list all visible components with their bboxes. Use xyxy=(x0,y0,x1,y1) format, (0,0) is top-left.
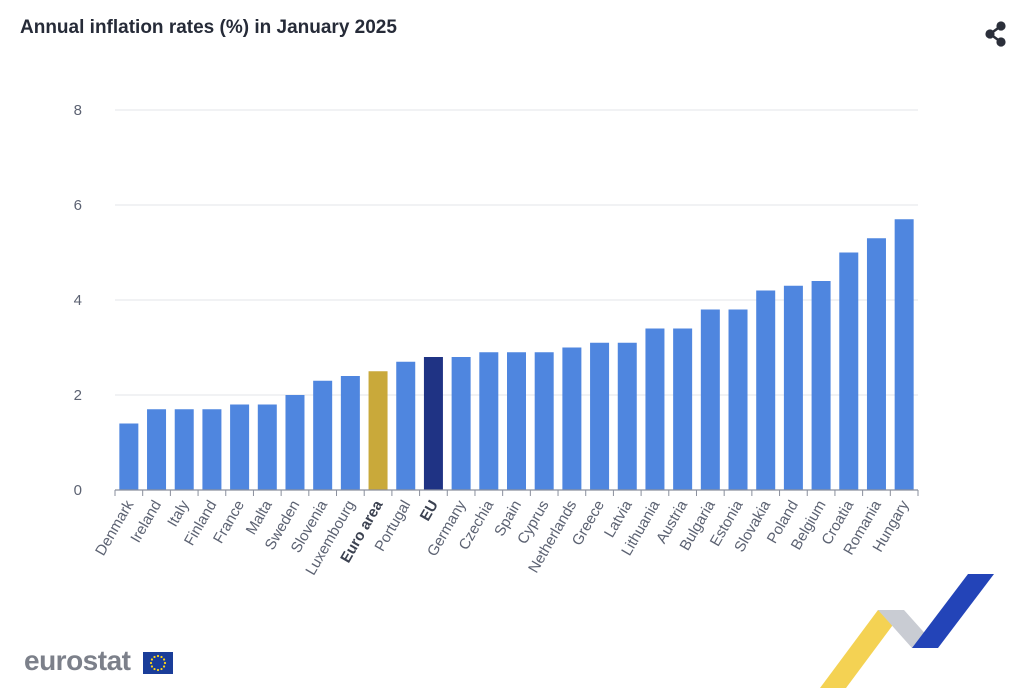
bar xyxy=(811,281,831,490)
eu-flag-icon xyxy=(143,652,173,679)
bar xyxy=(313,380,333,490)
bar xyxy=(257,404,277,490)
eurostat-logo: eurostat xyxy=(24,645,131,676)
bar xyxy=(534,352,554,490)
bar xyxy=(700,309,720,490)
chart-title: Annual inflation rates (%) in January 20… xyxy=(20,17,397,38)
y-tick-label: 2 xyxy=(74,387,82,404)
bar xyxy=(562,347,582,490)
y-tick-label: 6 xyxy=(74,197,82,214)
y-tick-label: 0 xyxy=(74,482,82,499)
x-category-label: EU xyxy=(417,498,442,525)
bar xyxy=(645,328,665,490)
x-category-label: Denmark xyxy=(92,497,137,559)
bar xyxy=(368,371,388,490)
bar xyxy=(230,404,250,490)
bar xyxy=(673,328,693,490)
bar xyxy=(340,376,360,490)
decorative-chevron-graphic xyxy=(800,570,1000,695)
bar xyxy=(617,342,637,490)
y-tick-label: 8 xyxy=(74,102,82,119)
bar xyxy=(728,309,748,490)
bar xyxy=(451,357,471,490)
y-tick-label: 4 xyxy=(74,292,82,309)
bar xyxy=(590,342,610,490)
bar xyxy=(783,285,803,490)
bar xyxy=(147,409,167,490)
bar xyxy=(423,357,443,490)
bar xyxy=(866,238,886,490)
bar xyxy=(174,409,194,490)
bar xyxy=(839,252,859,490)
x-category-label: Italy xyxy=(164,497,193,530)
bar xyxy=(396,361,416,490)
bar xyxy=(119,423,139,490)
bar xyxy=(756,290,776,490)
bar xyxy=(894,219,914,490)
bar xyxy=(507,352,526,490)
bar xyxy=(479,352,499,490)
bar xyxy=(202,409,222,490)
share-icon[interactable] xyxy=(980,18,1012,50)
bar xyxy=(285,395,305,490)
